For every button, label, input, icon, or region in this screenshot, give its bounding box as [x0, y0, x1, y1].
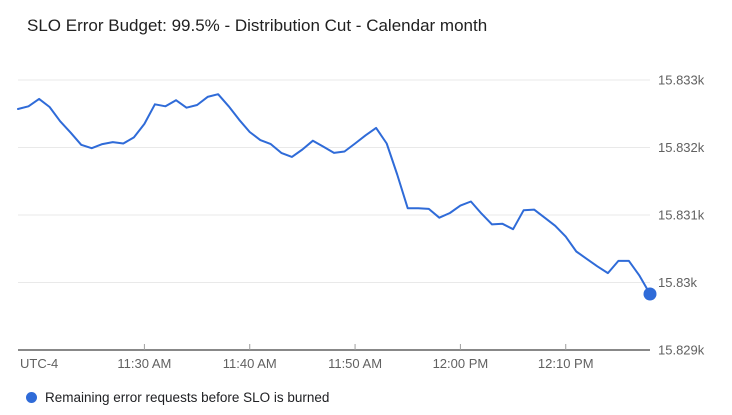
timeseries-chart[interactable]: 15.833k 15.832k 15.831k 15.83k 15.829k 11:30 … — [0, 0, 732, 378]
chart-title: SLO Error Budget: 99.5% - Distribution C… — [27, 16, 488, 35]
x-tick-label: 11:50 AM — [328, 356, 382, 371]
y-tick-label: 15.83k — [658, 275, 698, 290]
legend: Remaining error requests before SLO is b… — [26, 387, 329, 407]
x-tick-label: 11:40 AM — [223, 356, 277, 371]
x-tick-label: 12:00 PM — [433, 356, 489, 371]
y-tick-label: 15.832k — [658, 140, 705, 155]
y-tick-label: 15.833k — [658, 73, 705, 88]
series-line[interactable] — [17, 93, 651, 295]
legend-series-dot — [26, 391, 37, 403]
y-tick-label: 15.831k — [658, 208, 705, 223]
legend-item[interactable]: Remaining error requests before SLO is b… — [26, 390, 329, 405]
legend-series-label: Remaining error requests before SLO is b… — [45, 389, 330, 405]
y-tick-label: 15.829k — [658, 343, 705, 358]
utc-offset-label: UTC-4 — [20, 356, 58, 371]
x-tick-label: 12:10 PM — [538, 356, 594, 371]
series-end-dot — [643, 287, 657, 301]
x-tick-label: 11:30 AM — [117, 356, 171, 371]
